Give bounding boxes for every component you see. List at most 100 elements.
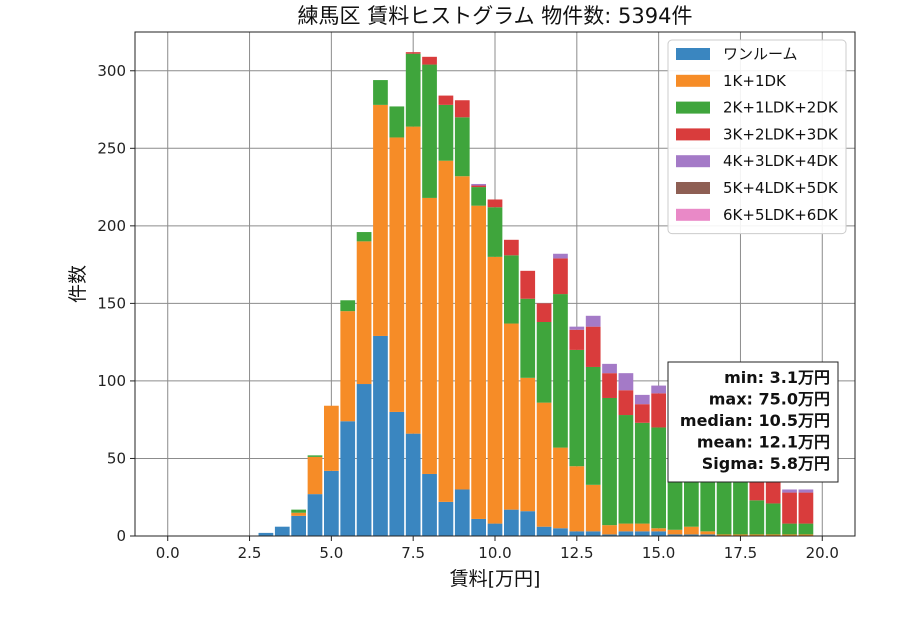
bar-segment-series-4 bbox=[782, 489, 797, 493]
bar-segment-series-0 bbox=[634, 531, 650, 536]
bar-segment-series-3 bbox=[618, 390, 634, 416]
bar-segment-series-2 bbox=[733, 475, 748, 535]
bar-segment-series-1 bbox=[504, 323, 519, 510]
y-tick-label: 300 bbox=[97, 62, 126, 80]
bar-segment-series-0 bbox=[373, 335, 388, 536]
bar-segment-series-4 bbox=[602, 363, 617, 374]
y-axis-label: 件数 bbox=[67, 265, 89, 303]
bar-segment-series-3 bbox=[798, 492, 814, 524]
legend-swatch bbox=[676, 101, 710, 114]
legend-entry-label: 4K+3LDK+4DK bbox=[723, 152, 839, 170]
y-tick-label: 50 bbox=[107, 449, 126, 467]
bar-segment-series-1 bbox=[585, 484, 601, 532]
bar-segment-series-4 bbox=[634, 394, 650, 405]
bar-segment-series-0 bbox=[667, 534, 683, 536]
bar-segment-series-1 bbox=[373, 104, 388, 336]
legend-swatch bbox=[676, 155, 710, 168]
bar-segment-series-1 bbox=[520, 377, 536, 512]
bar-segment-series-2 bbox=[340, 300, 356, 312]
bar-segment-series-1 bbox=[487, 256, 503, 524]
bar-segment-series-4 bbox=[553, 253, 568, 259]
bar-segment-series-1 bbox=[684, 526, 699, 535]
bar-segment-series-0 bbox=[438, 501, 454, 536]
bar-segment-series-3 bbox=[651, 393, 666, 428]
legend-swatch bbox=[676, 74, 710, 87]
x-tick-label: 2.5 bbox=[238, 544, 262, 562]
stats-box-frame bbox=[667, 361, 839, 483]
bar-segment-series-3 bbox=[749, 478, 765, 501]
bar-segment-series-2 bbox=[454, 117, 470, 177]
bar-segment-series-0 bbox=[258, 532, 274, 536]
bar-segment-series-4 bbox=[651, 385, 666, 394]
bar-segment-series-2 bbox=[373, 80, 388, 105]
bar-segment-series-1 bbox=[602, 525, 617, 535]
bar-segment-series-3 bbox=[782, 492, 797, 524]
bar-segment-series-1 bbox=[536, 402, 552, 527]
bar-segment-series-0 bbox=[274, 526, 290, 536]
x-tick-label: 0.0 bbox=[156, 544, 180, 562]
x-axis-label: 賃料[万円] bbox=[450, 568, 541, 590]
bar-segment-series-0 bbox=[553, 528, 568, 536]
bar-segment-series-1 bbox=[634, 523, 650, 532]
bar-segment-series-1 bbox=[438, 160, 454, 502]
bar-segment-series-2 bbox=[291, 509, 306, 513]
bar-segment-series-3 bbox=[520, 270, 536, 299]
bar-segment-series-0 bbox=[471, 518, 486, 536]
bar-segment-series-0 bbox=[684, 534, 699, 536]
bar-segment-series-2 bbox=[782, 523, 797, 535]
bar-segment-series-0 bbox=[569, 531, 585, 536]
legend: ワンルーム 1K+1DK 2K+1LDK+2DK 3K+2LDK+3DK 4K+3LDK… bbox=[667, 39, 847, 235]
legend-frame bbox=[667, 39, 847, 235]
chart-title: 練馬区 賃料ヒストグラム 物件数: 5394件 bbox=[298, 4, 693, 28]
bar-segment-series-1 bbox=[733, 534, 748, 536]
bar-segment-series-2 bbox=[405, 53, 421, 127]
x-tick-label: 20.0 bbox=[806, 544, 839, 562]
bar-segment-series-2 bbox=[634, 422, 650, 524]
bar-segment-series-2 bbox=[471, 187, 486, 206]
bar-segment-series-1 bbox=[700, 531, 716, 535]
bar-segment-series-4 bbox=[618, 373, 634, 391]
bar-segment-series-3 bbox=[438, 95, 454, 105]
bar-segment-series-1 bbox=[307, 456, 323, 495]
bar-segment-series-2 bbox=[438, 104, 454, 161]
bar-segment-series-0 bbox=[340, 421, 356, 536]
x-tick-label: 12.5 bbox=[560, 544, 593, 562]
bar-segment-series-2 bbox=[422, 64, 437, 198]
bar-segment-series-0 bbox=[291, 515, 306, 536]
bar-segment-series-3 bbox=[765, 481, 781, 504]
x-tick-label: 7.5 bbox=[401, 544, 425, 562]
legend-swatch bbox=[676, 48, 710, 60]
bar-segment-series-0 bbox=[422, 473, 437, 536]
bar-segment-series-4 bbox=[798, 489, 814, 493]
bar-segment-series-4 bbox=[471, 183, 486, 186]
legend-entry-label: 2K+1LDK+2DK bbox=[723, 99, 839, 117]
bar-segment-series-2 bbox=[618, 415, 634, 524]
bar-segment-series-1 bbox=[716, 534, 732, 536]
bar-segment-series-2 bbox=[356, 232, 372, 242]
bar-segment-series-1 bbox=[798, 534, 814, 536]
stats-line: median: 10.5万円 bbox=[680, 411, 830, 430]
bar-segment-series-3 bbox=[504, 239, 519, 256]
bar-segment-series-0 bbox=[307, 494, 323, 536]
bar-segment-series-2 bbox=[389, 106, 405, 138]
bar-segment-series-3 bbox=[487, 199, 503, 208]
x-tick-label: 10.0 bbox=[478, 544, 511, 562]
bar-segment-series-1 bbox=[324, 405, 339, 471]
bar-segment-series-1 bbox=[422, 197, 437, 474]
bar-segment-series-2 bbox=[536, 321, 552, 403]
stats-line: Sigma: 5.8万円 bbox=[702, 454, 830, 473]
bar-segment-series-3 bbox=[634, 404, 650, 423]
y-tick-label: 0 bbox=[116, 527, 126, 545]
bar-segment-series-1 bbox=[651, 528, 666, 532]
legend-swatch bbox=[676, 208, 710, 221]
bar-segment-series-0 bbox=[602, 534, 617, 536]
bar-segment-series-1 bbox=[356, 241, 372, 385]
bar-segment-series-0 bbox=[487, 523, 503, 536]
bar-segment-series-2 bbox=[602, 397, 617, 526]
bar-segment-series-3 bbox=[585, 326, 601, 367]
bar-segment-series-0 bbox=[405, 433, 421, 536]
bar-segment-series-1 bbox=[340, 311, 356, 422]
bar-segment-series-2 bbox=[585, 366, 601, 485]
x-tick-label: 15.0 bbox=[642, 544, 675, 562]
bar-segment-series-1 bbox=[569, 466, 585, 532]
